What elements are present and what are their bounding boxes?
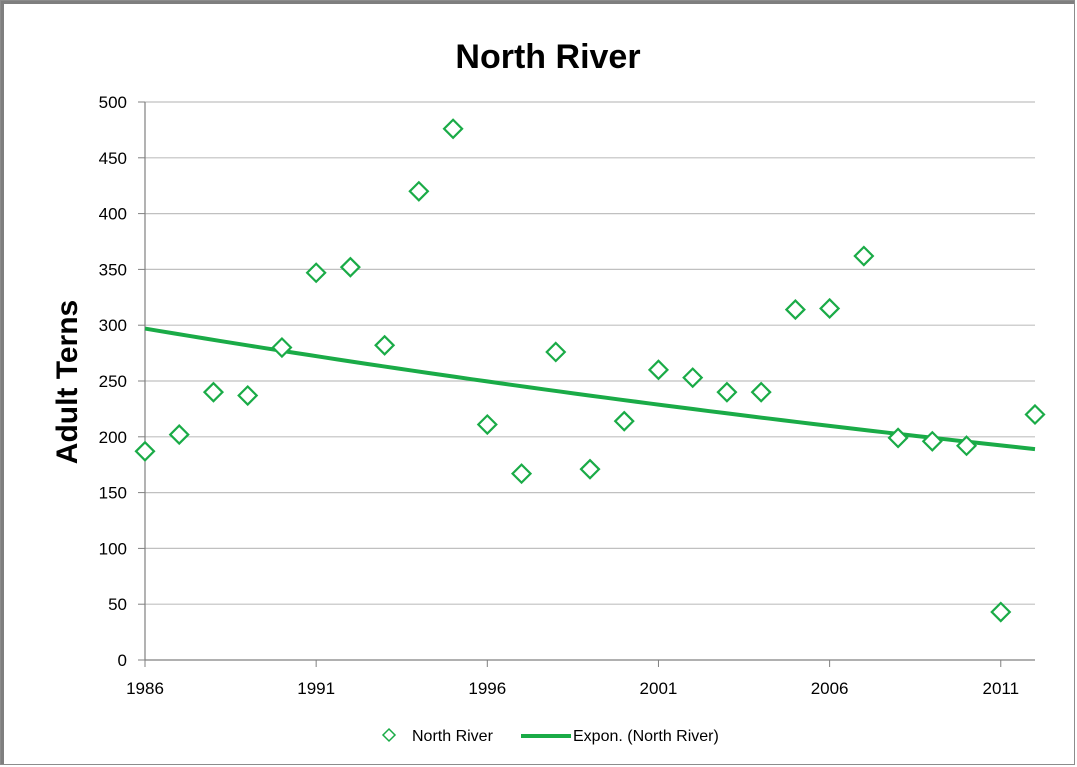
data-point: [339, 256, 361, 278]
trendline-path: [144, 326, 1036, 452]
x-tick-label: 1996: [468, 679, 506, 698]
data-point: [305, 262, 327, 284]
data-point: [647, 359, 670, 381]
data-point: [784, 299, 806, 321]
data-point: [579, 458, 601, 480]
data-point: [887, 427, 909, 449]
data-point: [168, 424, 190, 446]
legend-label-trend: Expon. (North River): [573, 728, 719, 745]
x-tick-label: 2011: [982, 679, 1019, 698]
x-tick-label: 2001: [640, 679, 678, 698]
data-point: [990, 601, 1012, 623]
chart-title: North River: [455, 38, 640, 76]
y-tick-label: 500: [99, 93, 127, 112]
data-point: [1024, 403, 1046, 426]
y-tick-label: 100: [99, 539, 127, 558]
y-tick-labels: 0 50 100 150 200 250 300 350 400 450 500: [99, 93, 127, 670]
y-tick-label: 400: [99, 205, 127, 224]
data-point: [442, 118, 464, 140]
data-point: [202, 381, 225, 403]
data-point: [374, 334, 396, 356]
data-point: [271, 336, 293, 359]
legend-marker-diamond: [381, 727, 397, 743]
y-tick-label: 350: [99, 260, 127, 279]
data-point: [613, 410, 635, 432]
data-point: [921, 430, 943, 452]
x-tick-labels: 1986 1991 1996 2001 2006 2011: [126, 679, 1019, 698]
y-tick-label: 200: [99, 428, 127, 447]
x-tick-label: 2006: [811, 679, 849, 698]
data-point: [819, 297, 841, 320]
axes: [138, 101, 1035, 667]
data-point: [408, 180, 430, 202]
data-point: [476, 413, 498, 436]
data-points: [134, 118, 1046, 623]
data-point: [853, 245, 875, 267]
gridlines: [145, 101, 1035, 605]
data-point: [237, 384, 259, 407]
data-point: [545, 341, 567, 363]
y-tick-label: 0: [118, 651, 127, 670]
y-tick-label: 150: [99, 484, 127, 503]
data-point: [955, 435, 978, 457]
legend: North River Expon. (North River): [381, 727, 719, 745]
y-tick-label: 300: [99, 316, 127, 335]
y-tick-label: 250: [99, 372, 127, 391]
data-point: [510, 463, 533, 485]
x-tick-label: 1991: [297, 679, 335, 698]
data-point: [682, 367, 704, 389]
x-tick-label: 1986: [126, 679, 164, 698]
data-point: [134, 440, 156, 462]
y-axis-title: Adult Terns: [51, 300, 84, 464]
data-point: [750, 381, 772, 403]
trendline: [144, 326, 1036, 452]
data-point: [716, 381, 738, 403]
y-tick-label: 450: [99, 149, 127, 168]
y-tick-label: 50: [108, 595, 127, 614]
legend-label-series: North River: [412, 728, 494, 745]
